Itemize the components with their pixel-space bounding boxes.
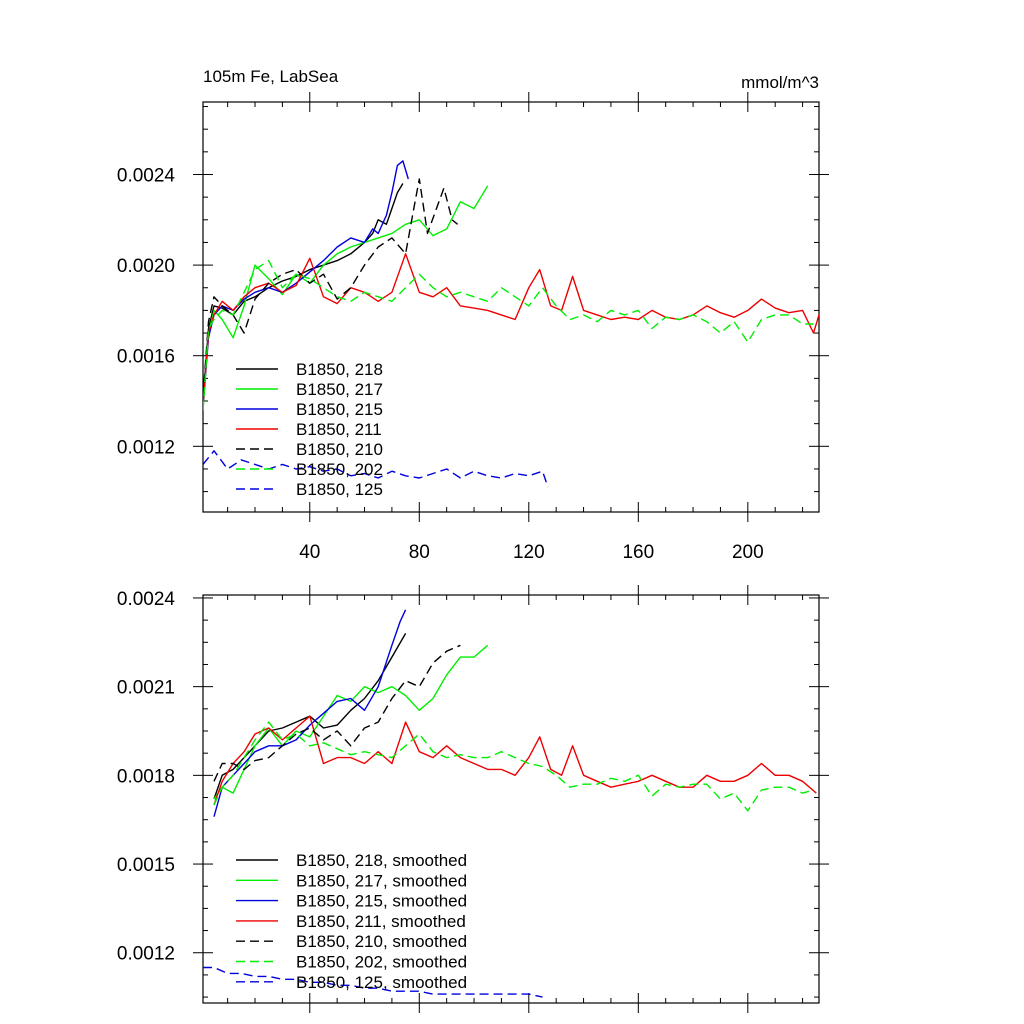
units-label: mmol/m^3 <box>741 73 819 92</box>
legend-label: B1850, 218 <box>296 360 383 379</box>
legend-label: B1850, 217, smoothed <box>296 871 467 890</box>
series-line <box>203 966 543 998</box>
y-tick-label: 0.0020 <box>117 256 175 277</box>
series-line <box>213 721 814 812</box>
series-line <box>213 609 407 817</box>
series-line <box>213 644 489 800</box>
plot-frame <box>202 101 820 513</box>
legend-label: B1850, 202, smoothed <box>296 953 467 972</box>
bottom-panel: 0.0012 0.0015 0.0018 0.0021 0.0024 B1850, 218… <box>117 585 829 1013</box>
x-tick-label: 200 <box>732 542 764 563</box>
legend-label: B1850, 210, smoothed <box>296 932 467 951</box>
legend-label: B1850, 217 <box>296 380 383 399</box>
legend-label: B1850, 215, smoothed <box>296 892 467 911</box>
y-tick-label: 0.0018 <box>117 766 175 787</box>
series-line <box>203 185 489 411</box>
series-line <box>203 259 814 411</box>
x-tick-label: 160 <box>622 542 654 563</box>
y-tick-label: 0.0016 <box>117 347 175 368</box>
y-tick-label: 0.0024 <box>117 165 176 186</box>
legend-label: B1850, 202 <box>296 460 383 479</box>
series-line <box>203 253 819 406</box>
legend-label: B1850, 215 <box>296 400 383 419</box>
y-tick-label: 0.0012 <box>117 944 175 965</box>
legend-label: B1850, 125, smoothed <box>296 973 467 992</box>
y-tick-label: 0.0021 <box>117 678 175 699</box>
plot-frame <box>202 594 820 1004</box>
legend-label: B1850, 211, smoothed <box>296 912 466 931</box>
legend-label: B1850, 211 <box>296 420 382 439</box>
x-tick-label: 120 <box>513 542 545 563</box>
series-group <box>203 609 817 998</box>
legend-label: B1850, 218, smoothed <box>296 851 467 870</box>
top-panel: 40 80 120 160 200 0.0012 0.0016 0.0020 0.0024 105… <box>117 67 829 563</box>
y-tick-label: 0.0015 <box>117 855 175 876</box>
series-line <box>203 450 549 488</box>
y-tick-label: 0.0012 <box>117 437 175 458</box>
y-tick-label: 0.0024 <box>117 589 176 610</box>
legend-label: B1850, 125 <box>296 480 383 499</box>
x-tick-label: 40 <box>299 542 320 563</box>
series-line <box>213 715 817 806</box>
chart-title: 105m Fe, LabSea <box>203 67 339 86</box>
x-tick-label: 80 <box>409 542 430 563</box>
series-line <box>203 160 409 406</box>
series-group <box>203 160 819 488</box>
series-line <box>213 644 461 782</box>
legend-label: B1850, 210 <box>296 440 383 459</box>
